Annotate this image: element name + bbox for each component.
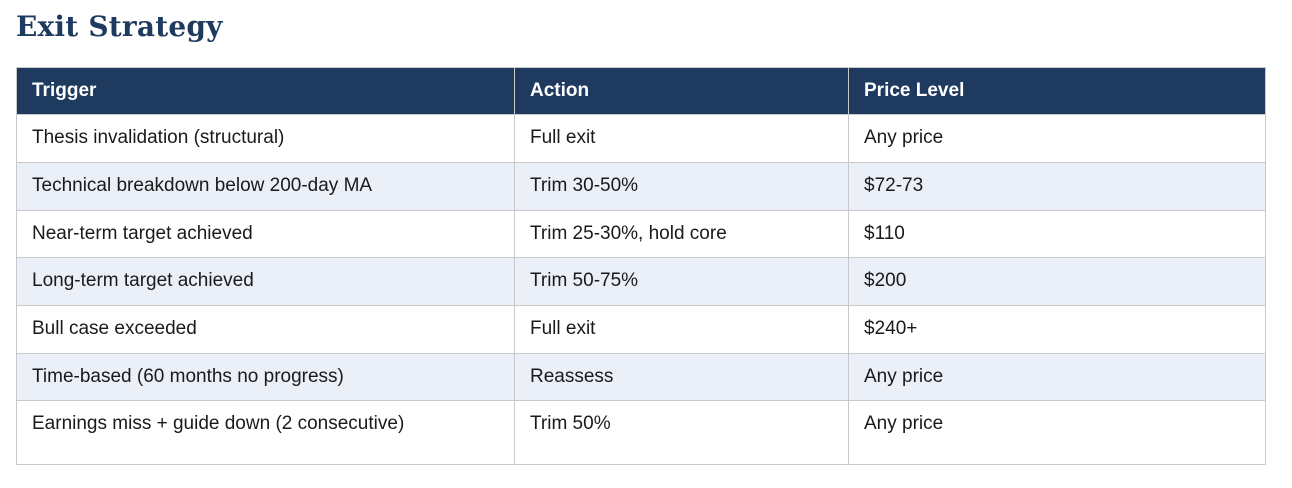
cell-price: Any price <box>848 400 1266 466</box>
table-header: Trigger Action Price Level <box>16 66 1266 116</box>
table-row: Thesis invalidation (structural) Full ex… <box>16 114 1266 163</box>
cell-trigger: Near-term target achieved <box>16 209 515 259</box>
cell-price: $110 <box>848 209 1266 259</box>
table-row: Bull case exceeded Full exit $240+ <box>16 305 1266 354</box>
table-row: Long-term target achieved Trim 50-75% $2… <box>16 257 1266 307</box>
cell-action: Reassess <box>514 352 849 402</box>
column-header-price-level: Price Level <box>848 66 1266 116</box>
table-row: Near-term target achieved Trim 25-30%, h… <box>16 209 1266 259</box>
column-header-action: Action <box>514 66 849 116</box>
page: Exit Strategy Trigger Action Price Level… <box>16 10 1266 466</box>
cell-action: Trim 25-30%, hold core <box>514 209 849 259</box>
cell-price: Any price <box>848 352 1266 402</box>
exit-strategy-table: Trigger Action Price Level Thesis invali… <box>16 66 1266 466</box>
cell-price: $200 <box>848 257 1266 307</box>
cell-trigger: Time-based (60 months no progress) <box>16 352 515 402</box>
table-body: Thesis invalidation (structural) Full ex… <box>16 114 1266 466</box>
cell-price: $240+ <box>848 305 1266 354</box>
cell-trigger: Long-term target achieved <box>16 257 515 307</box>
cell-action: Full exit <box>514 114 849 163</box>
page-title: Exit Strategy <box>16 10 223 43</box>
column-header-trigger: Trigger <box>16 66 515 116</box>
table-row: Earnings miss + guide down (2 consecutiv… <box>16 400 1266 466</box>
cell-trigger: Bull case exceeded <box>16 305 515 354</box>
cell-action: Trim 50-75% <box>514 257 849 307</box>
table-row: Technical breakdown below 200-day MA Tri… <box>16 161 1266 211</box>
cell-price: Any price <box>848 114 1266 163</box>
table-row: Time-based (60 months no progress) Reass… <box>16 352 1266 402</box>
cell-trigger: Technical breakdown below 200-day MA <box>16 161 515 211</box>
cell-action: Trim 50% <box>514 400 849 466</box>
cell-action: Trim 30-50% <box>514 161 849 211</box>
cell-action: Full exit <box>514 305 849 354</box>
cell-trigger: Thesis invalidation (structural) <box>16 114 515 163</box>
cell-trigger: Earnings miss + guide down (2 consecutiv… <box>16 400 515 466</box>
table-header-row: Trigger Action Price Level <box>16 66 1266 116</box>
cell-price: $72-73 <box>848 161 1266 211</box>
